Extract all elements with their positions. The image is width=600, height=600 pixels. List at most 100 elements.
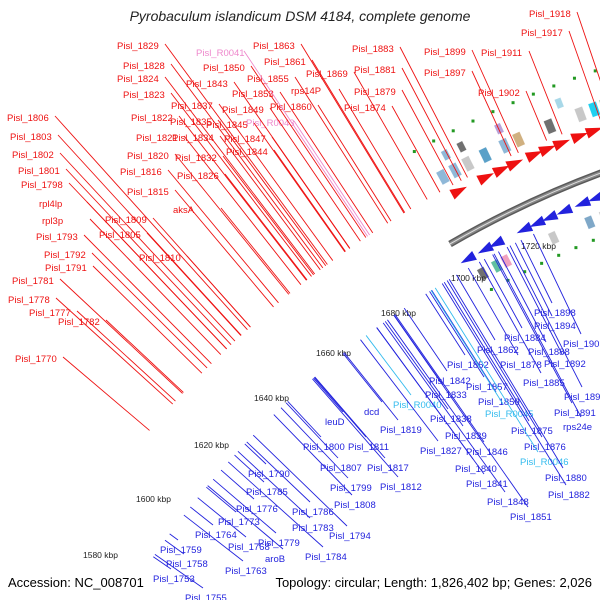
upper-leader-line: [59, 152, 236, 342]
backbone-shadow: [448, 169, 600, 248]
upper-gene-label: Pisl_1918: [529, 9, 571, 20]
lower-leader-line: [227, 461, 324, 548]
upper-leader-line: [401, 67, 462, 181]
upper-gene-label: Pisl_1805: [99, 230, 141, 241]
lower-gene-label: Pisl_1808: [334, 500, 376, 511]
lower-leader-line: [430, 290, 504, 405]
upper-leader-line: [525, 90, 548, 141]
lower-gene-label: Pisl_1839: [445, 431, 487, 442]
upper-leader-line: [576, 11, 600, 82]
lower-leader-line: [312, 378, 399, 478]
upper-leader-line: [224, 173, 308, 281]
upper-leader-line: [528, 50, 563, 135]
upper-leader-line: [76, 310, 176, 402]
upper-gene-label: Pisl_1791: [45, 263, 87, 274]
lower-leader-line: [365, 335, 412, 396]
inner-tick-dot: [489, 287, 493, 291]
upper-leader-line: [217, 119, 327, 266]
upper-leader-line: [62, 356, 150, 431]
lower-gene-label: Pisl_1840: [455, 464, 497, 475]
upper-gene-label: Pisl_1821: [136, 133, 178, 144]
lower-gene-label: dcd: [364, 407, 379, 418]
lower-gene-label: Pisl_1764: [195, 530, 237, 541]
forward-gene-arrow: [570, 132, 589, 145]
lower-gene-label: Pisl_1768: [228, 542, 270, 553]
upper-gene-label: Pisl_1834: [172, 133, 214, 144]
upper-gene-label: Pisl_1828: [123, 61, 165, 72]
forward-cog-box: [460, 155, 475, 173]
upper-leader-line: [471, 49, 519, 154]
upper-leader-line: [222, 155, 314, 276]
lower-leader-line: [343, 352, 399, 421]
lower-leader-line: [429, 291, 485, 378]
upper-leader-line: [174, 189, 274, 308]
lower-gene-label: Pisl_1773: [218, 517, 260, 528]
lower-leader-line: [467, 267, 519, 356]
lower-gene-label: Pisl_1783: [292, 523, 334, 534]
upper-gene-label: Pisl_1803: [10, 132, 52, 143]
lower-leader-line: [456, 274, 496, 341]
upper-leader-line: [170, 92, 312, 277]
lower-leader-line: [313, 377, 367, 438]
reverse-cog-box: [583, 215, 596, 230]
lower-gene-label: Pisl_1862: [477, 345, 519, 356]
lower-leader-line: [393, 315, 529, 508]
lower-gene-label: Pisl_R0045: [485, 409, 534, 420]
lower-gene-label: Pisl_1827: [420, 446, 462, 457]
reverse-gene-arrow: [460, 250, 477, 264]
lower-leader-line: [478, 261, 542, 374]
lower-gene-label: Pisl_1898: [534, 308, 576, 319]
lower-leader-line: [483, 258, 523, 329]
upper-leader-line: [300, 43, 405, 214]
lower-leader-line: [448, 279, 564, 469]
upper-gene-label: Pisl_1911: [481, 48, 522, 59]
upper-leader-line: [353, 71, 428, 200]
outer-tick-dot: [451, 129, 455, 133]
upper-gene-label: Pisl_1810: [139, 253, 181, 264]
reverse-gene-arrow: [574, 196, 592, 207]
upper-leader-line: [269, 107, 361, 242]
lower-gene-label: Pisl_1841: [466, 479, 508, 490]
scale-label: 1580 kbp: [83, 550, 118, 560]
upper-gene-label: Pisl_1844: [226, 147, 268, 158]
upper-gene-label: Pisl_R0043: [246, 118, 295, 129]
forward-cog-box: [511, 131, 526, 148]
lower-gene-label: Pisl_1884: [504, 333, 546, 344]
forward-gene-arrow: [552, 139, 570, 152]
accession-label: Accession: NC_008701: [8, 575, 144, 590]
upper-gene-label: rpl4lp: [39, 199, 62, 210]
upper-gene-label: Pisl_1822: [131, 113, 173, 124]
upper-gene-label: Pisl_1782: [58, 317, 100, 328]
lower-gene-label: Pisl_1817: [367, 463, 409, 474]
upper-leader-line: [65, 168, 232, 346]
lower-gene-label: Pisl_1759: [160, 545, 202, 556]
lower-leader-line: [434, 287, 539, 453]
lower-gene-label: Pisl_R0046: [520, 457, 569, 468]
upper-gene-label: Pisl_1860: [270, 102, 312, 113]
upper-gene-label: Pisl_1832: [175, 153, 217, 164]
lower-leader-line: [252, 434, 348, 527]
upper-leader-line: [391, 105, 441, 193]
upper-leader-line: [164, 43, 328, 265]
upper-leader-line: [83, 234, 212, 365]
lower-leader-line: [169, 533, 179, 541]
upper-gene-label: Pisl_1874: [344, 103, 386, 114]
forward-cog-box: [435, 168, 451, 186]
lower-leader-line: [154, 554, 204, 589]
lower-gene-label: Pisl_1891: [554, 408, 596, 419]
reverse-gene-arrow: [556, 203, 574, 215]
lower-gene-label: Pisl_1811: [348, 442, 389, 453]
outer-tick-dot: [471, 119, 475, 123]
outer-tick-dot: [511, 101, 515, 105]
lower-gene-label: Pisl_1852: [447, 360, 489, 371]
lower-gene-label: Pisl_1859: [478, 397, 520, 408]
lower-leader-line: [313, 377, 344, 413]
lower-leader-line: [403, 307, 448, 372]
upper-leader-line: [105, 319, 184, 393]
lower-leader-line: [207, 485, 284, 550]
lower-gene-label: Pisl_1812: [380, 482, 422, 493]
upper-gene-label: Pisl_1837: [171, 101, 213, 112]
upper-leader-line: [293, 120, 370, 236]
upper-leader-line: [338, 88, 412, 210]
